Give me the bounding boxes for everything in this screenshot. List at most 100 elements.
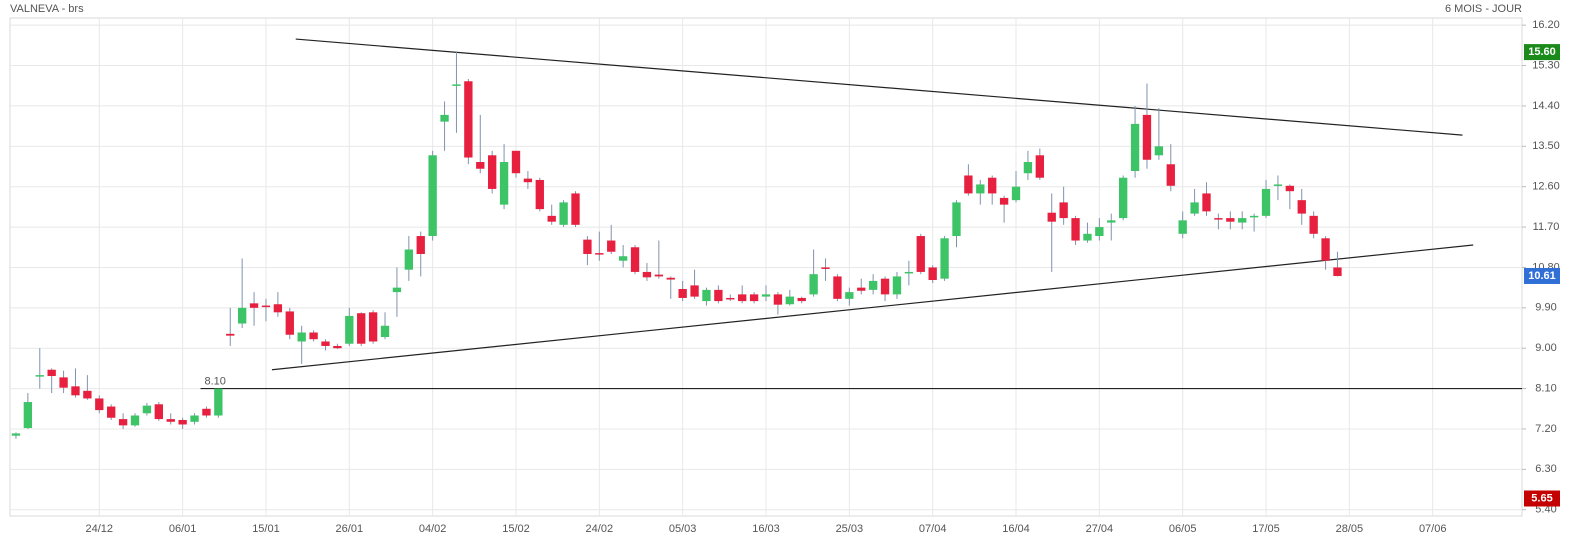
candle-body [71,386,80,396]
candle-body [547,215,556,222]
y-tick-label: 11.70 [1533,221,1560,233]
candle-body [1154,146,1164,156]
candle-body [999,197,1009,205]
candle-body [35,375,44,377]
candle-body [988,177,997,194]
candle-body [595,253,604,255]
candle-body [976,184,985,194]
candle-body [1214,218,1223,220]
candle-body [392,287,402,293]
candle-body [785,296,794,305]
candle-body [726,297,735,300]
candle-body [904,271,914,274]
x-tick-label: 26/01 [336,523,364,535]
candle-body [559,202,568,225]
candle-body [952,202,961,237]
chart-subtitle: 6 MOIS - JOUR [1445,3,1522,15]
candle-body [59,377,68,388]
x-tick-label: 07/04 [919,523,947,535]
candle-body [1047,212,1056,222]
candle-body [118,419,128,426]
price-tag-label: 15.60 [1528,46,1556,58]
candle-body [1071,218,1080,241]
candle-body [1083,233,1092,241]
y-tick-label: 9.00 [1535,342,1556,354]
candle-body [1309,215,1318,234]
candle-body [1035,155,1044,178]
candle-body [1118,177,1128,219]
candle-body [833,276,842,299]
y-tick-label: 13.50 [1532,140,1560,152]
candle-body [1226,218,1235,222]
candle-body [583,239,592,254]
candle-body [261,305,271,308]
candle-body [345,315,354,344]
candle-body [202,408,211,416]
candle-body [190,415,199,422]
candle-body [940,238,949,279]
candle-body [1130,123,1140,171]
candle-body [333,345,342,349]
candle-body [499,162,509,205]
candle-body [928,267,937,281]
candle-body [416,236,425,254]
candle-body [476,162,485,169]
candle-body [880,278,890,295]
x-tick-label: 06/01 [169,523,197,535]
y-tick-label: 12.60 [1532,181,1560,193]
y-tick-label: 9.90 [1535,302,1556,314]
y-tick-label: 15.30 [1532,59,1560,71]
level-label: 8.10 [204,375,225,387]
x-tick-label: 25/03 [836,523,864,535]
candle-body [630,247,640,272]
candle-body [1202,193,1211,212]
candle-body [571,193,580,225]
candle-body [654,274,664,277]
candle-body [1166,164,1175,186]
candle-body [714,289,723,302]
candle-body [285,311,294,335]
candle-body [535,179,544,210]
candle-body [1011,186,1021,201]
candle-body [666,277,675,280]
x-tick-label: 24/12 [86,523,114,535]
candle-body [690,285,699,297]
candle-body [749,294,759,302]
trend-line [271,244,1474,371]
candle-body [249,303,259,308]
y-tick-label: 7.20 [1535,423,1556,435]
candle-body [297,332,306,342]
candle-body [821,267,830,269]
y-tick-label: 5.40 [1535,504,1556,516]
candle-body [178,419,187,425]
candle-body [237,307,247,324]
price-tag-label: 10.61 [1528,270,1556,282]
candle-body [130,415,140,426]
candle-body [452,84,461,86]
candle-body [511,150,521,174]
candle-body [357,313,366,344]
price-tag [1524,267,1560,284]
candle-body [464,81,473,158]
candle-body [845,292,854,299]
candle-body [642,271,652,278]
y-tick-label: 6.30 [1535,463,1556,475]
x-tick-label: 15/02 [502,523,530,535]
candle-body [368,312,378,342]
candle-body [1178,220,1187,234]
candle-body [166,419,175,422]
x-tick-label: 16/04 [1002,523,1030,535]
candle-body [380,325,390,337]
y-tick-label: 16.20 [1532,19,1560,31]
candle-body [523,178,533,183]
x-tick-label: 28/05 [1336,523,1364,535]
price-tag [1524,490,1560,507]
candle-body [857,287,866,291]
candle-body [440,114,449,122]
candle-body [1273,184,1283,186]
candle-body [107,406,116,418]
candle-body [773,294,783,305]
candle-body [1249,215,1259,218]
x-tick-label: 17/05 [1252,523,1280,535]
